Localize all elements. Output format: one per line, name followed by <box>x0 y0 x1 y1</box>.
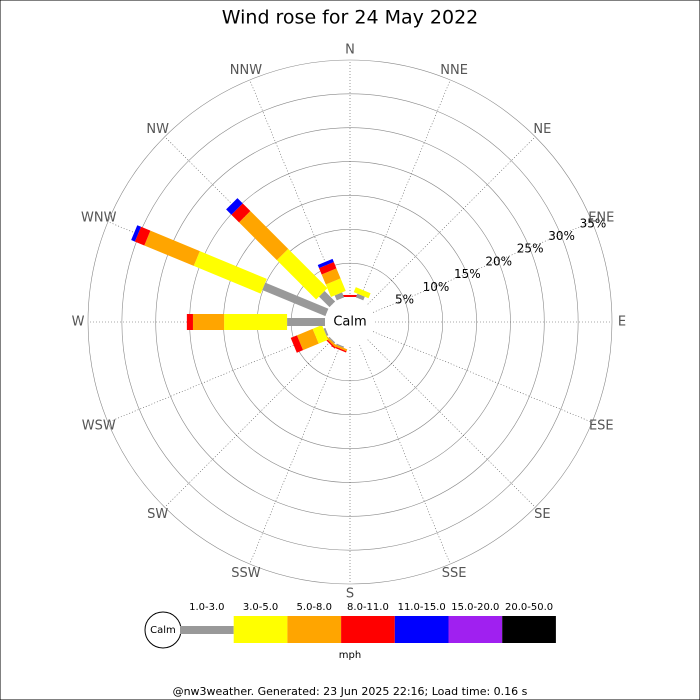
legend-label: 8.0-11.0 <box>347 602 389 613</box>
bar-segment <box>323 336 336 349</box>
bar-segment <box>131 225 142 242</box>
direction-label: NW <box>146 122 169 137</box>
bar-segment <box>328 336 336 344</box>
bar-segment <box>324 334 338 348</box>
direction-label: S <box>346 587 354 602</box>
grid-ring <box>155 127 545 517</box>
direction-label: W <box>72 315 85 330</box>
legend-swatch <box>502 616 556 643</box>
spoke <box>372 331 593 423</box>
calm-circle <box>325 297 375 347</box>
legend-swatch <box>448 616 503 643</box>
bar-segment <box>231 203 251 223</box>
r-tick-label: 15% <box>454 267 481 281</box>
legend-swatch <box>233 616 288 643</box>
bar-segment <box>312 324 329 344</box>
r-tick-label: 35% <box>580 216 607 230</box>
r-tick-label: 25% <box>517 242 544 256</box>
footer: @nw3weather. Generated: 23 Jun 2025 22:1… <box>173 685 528 698</box>
bar-segment <box>331 343 348 352</box>
legend-label: 20.0-50.0 <box>505 602 553 613</box>
direction-label: SE <box>534 507 550 522</box>
bar-segment <box>331 345 347 353</box>
direction-label: NNW <box>230 63 262 78</box>
direction-label: SW <box>147 507 168 522</box>
r-tick-label: 20% <box>485 254 512 268</box>
r-tick-label: 5% <box>395 292 414 306</box>
legend-swatch <box>287 616 342 643</box>
direction-label: E <box>618 315 626 330</box>
legend-label: 11.0-15.0 <box>398 602 446 613</box>
bar-segment <box>336 343 345 348</box>
spoke <box>359 79 451 300</box>
spoke <box>249 344 341 565</box>
grid-ring <box>121 93 579 551</box>
legend-label: 5.0-8.0 <box>297 602 332 613</box>
bar-segment <box>353 287 371 299</box>
direction-label: SSE <box>442 566 467 581</box>
legend-unit: mph <box>339 650 361 661</box>
grid-ring <box>87 59 613 585</box>
spoke <box>359 344 451 565</box>
direction-label: ENE <box>588 210 614 225</box>
bar-segment <box>319 262 337 275</box>
spoke <box>372 221 593 313</box>
direction-label: NNE <box>440 63 468 78</box>
bar-segment <box>276 248 328 300</box>
direction-label: WSW <box>82 419 116 434</box>
spoke <box>367 136 536 305</box>
legend-label: 1.0-3.0 <box>189 602 224 613</box>
bar-segment <box>296 328 319 351</box>
bar-segment <box>290 335 304 353</box>
legend-swatch <box>180 626 234 634</box>
legend-swatch <box>394 616 449 643</box>
bar-segment <box>334 292 345 301</box>
legend-label: 15.0-20.0 <box>451 602 499 613</box>
bar-segment <box>355 293 365 301</box>
bar-segment <box>193 251 267 294</box>
r-tick-label: 30% <box>548 229 575 243</box>
direction-label: WNW <box>81 210 117 225</box>
bar-segment <box>317 258 334 269</box>
legend-swatch <box>341 616 395 643</box>
bar-segment <box>325 278 346 297</box>
bar-segment <box>226 198 243 215</box>
direction-label: NE <box>533 122 551 137</box>
direction-label: SSW <box>231 566 261 581</box>
legend-label: 3.0-5.0 <box>243 602 278 613</box>
bar-segment <box>318 290 336 308</box>
direction-label: N <box>345 43 355 58</box>
bar-segment <box>262 282 329 317</box>
bar-segment <box>144 230 200 266</box>
spoke <box>164 339 333 508</box>
bar-segment <box>239 211 289 261</box>
calm-label: Calm <box>333 315 366 330</box>
spoke <box>107 331 328 423</box>
spoke <box>367 339 536 508</box>
direction-label: ESE <box>589 419 614 434</box>
legend-calm-label: Calm <box>150 625 176 636</box>
bar-segment <box>134 226 151 246</box>
chart-title: Wind rose for 24 May 2022 <box>222 7 479 29</box>
bar-segment <box>323 327 329 337</box>
bar-segment <box>321 268 341 285</box>
r-tick-label: 10% <box>423 280 450 294</box>
